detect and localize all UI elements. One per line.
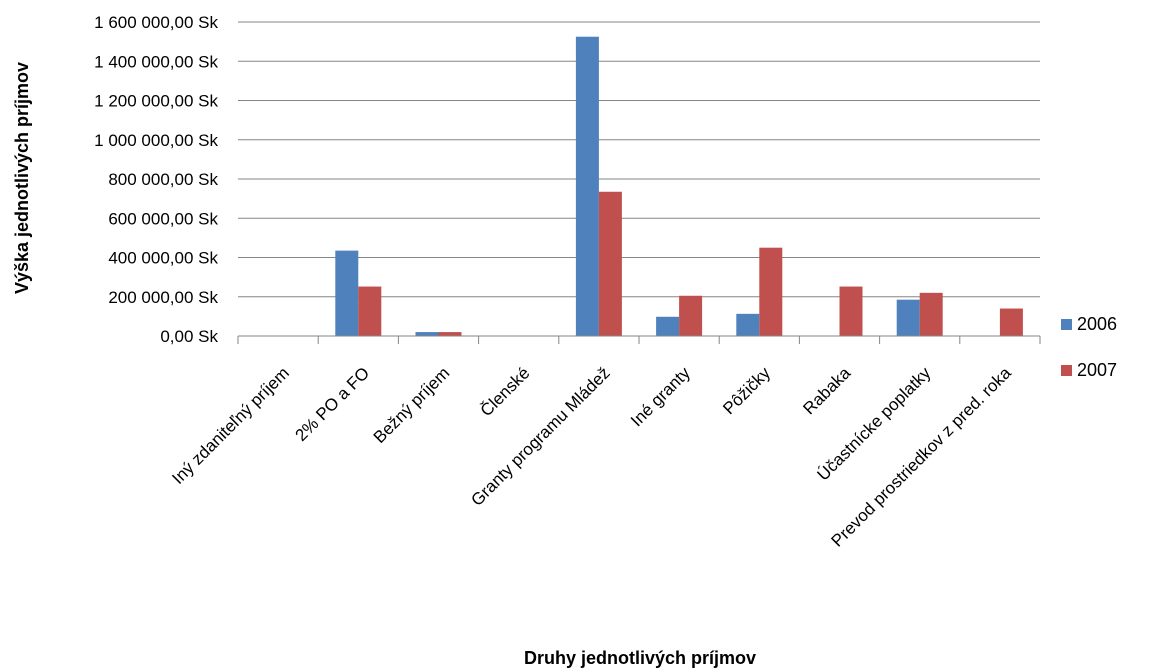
x-tick-label: Rabaka xyxy=(799,363,854,418)
x-axis-title: Druhy jednotlivých príjmov xyxy=(524,648,756,668)
bars xyxy=(335,36,1023,336)
bar-2007-6 xyxy=(759,247,783,336)
bar-2006-5 xyxy=(656,316,680,336)
x-tick-label: Členské xyxy=(477,363,534,420)
x-tick-label: 2% PO a FO xyxy=(292,363,374,445)
y-tick-label: 400 000,00 Sk xyxy=(108,249,218,268)
y-axis-title: Výška jednotlivých príjmov xyxy=(12,62,32,294)
legend: 2006 2007 xyxy=(1061,314,1117,380)
x-axis xyxy=(237,335,1041,344)
y-tick-label: 200 000,00 Sk xyxy=(108,288,218,307)
legend-label-2006: 2006 xyxy=(1077,314,1117,334)
y-tick-label: 1 200 000,00 Sk xyxy=(94,92,218,111)
legend-label-2007: 2007 xyxy=(1077,360,1117,380)
bar-2006-2 xyxy=(415,332,439,336)
bar-2007-5 xyxy=(679,295,703,336)
x-tick-label: Prevod prostriedkov z pred. roka xyxy=(828,363,1016,551)
bar-2006-8 xyxy=(896,299,920,336)
y-tick-labels: 0,00 Sk 200 000,00 Sk 400 000,00 Sk 600 000… xyxy=(94,13,218,346)
bar-2007-4 xyxy=(598,191,622,336)
y-tick-label: 800 000,00 Sk xyxy=(108,170,218,189)
bar-2006-4 xyxy=(575,36,599,336)
x-tick-label: Iný zdaniteľný príjem xyxy=(168,363,293,488)
bar-2007-1 xyxy=(358,286,382,336)
bar-2006-1 xyxy=(335,250,359,336)
y-tick-label: 1 000 000,00 Sk xyxy=(94,131,218,150)
x-tick-label: Granty programu Mládež xyxy=(467,363,613,509)
x-tick-label: Iné granty xyxy=(627,363,694,430)
bar-2007-8 xyxy=(919,292,943,336)
y-tick-label: 1 600 000,00 Sk xyxy=(94,13,218,32)
x-tick-label: Pôžičky xyxy=(719,363,774,418)
y-tick-label: 0,00 Sk xyxy=(160,327,218,346)
bar-2006-6 xyxy=(736,313,760,336)
bar-2007-2 xyxy=(438,332,462,336)
y-tick-label: 600 000,00 Sk xyxy=(108,209,218,228)
bar-2007-9 xyxy=(999,308,1023,336)
y-tick-label: 1 400 000,00 Sk xyxy=(94,52,218,71)
legend-swatch-2006 xyxy=(1061,319,1072,330)
legend-swatch-2007 xyxy=(1061,365,1072,376)
bar-2007-7 xyxy=(839,286,863,336)
x-tick-label: Bežný príjem xyxy=(370,363,454,447)
